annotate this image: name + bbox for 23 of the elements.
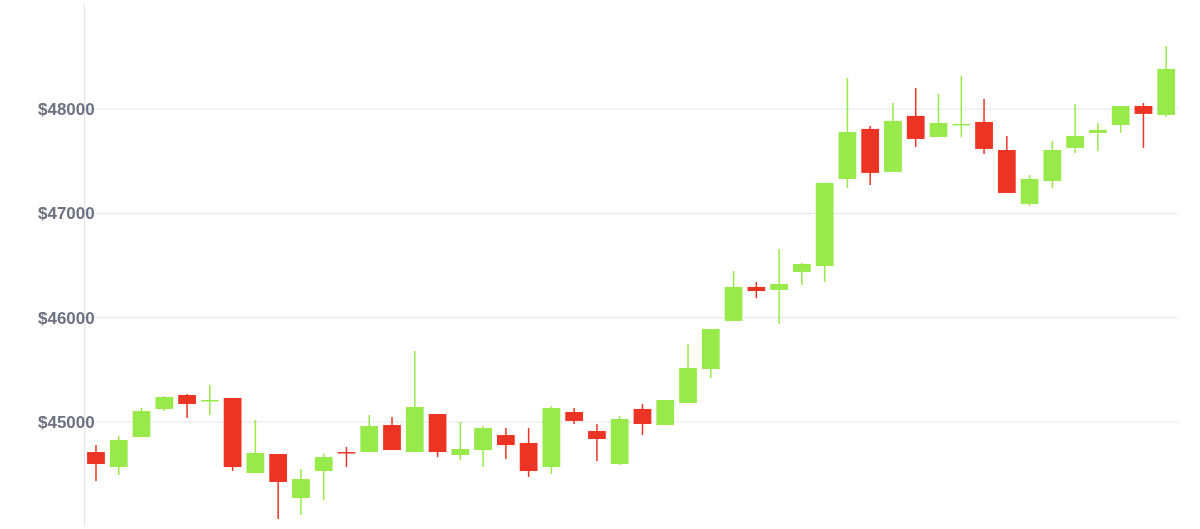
candlestick (906, 87, 925, 148)
candlestick (1089, 122, 1107, 152)
candlestick (292, 468, 310, 516)
y-tick-label: $48000 (38, 100, 95, 120)
y-tick-label: $46000 (38, 308, 95, 328)
candlestick (929, 93, 948, 138)
candlestick (451, 421, 470, 461)
candlestick (1134, 102, 1153, 149)
candlestick (496, 427, 515, 460)
candlestick (588, 423, 606, 462)
y-tick-label: $45000 (38, 412, 95, 432)
candlestick (770, 248, 788, 325)
candlestick (178, 393, 196, 419)
candlestick (87, 444, 105, 482)
candlestick (337, 446, 356, 468)
y-tick-label: $47000 (38, 204, 95, 224)
candlestick (314, 453, 333, 501)
candlestick (1066, 103, 1085, 154)
candlestick (246, 419, 265, 474)
candlestick (793, 262, 811, 286)
candlestick (633, 403, 652, 436)
candlestick (1111, 105, 1130, 134)
candlestick (474, 425, 492, 468)
